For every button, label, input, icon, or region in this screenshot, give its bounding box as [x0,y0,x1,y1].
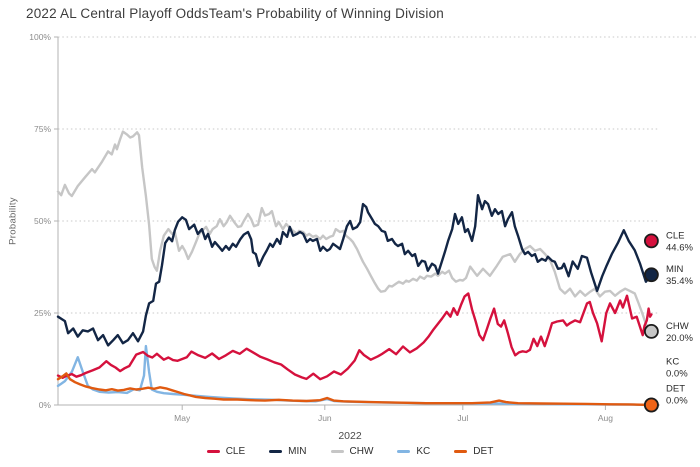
end-label-DET-value: 0.0% [666,396,688,407]
y-tick-label-50%: 50% [34,216,51,226]
series-endpoint-CHW[interactable] [644,323,659,339]
legend-label-MIN: MIN [288,446,307,457]
legend-label-KC: KC [416,446,431,457]
legend-item-CLE[interactable]: CLE [206,446,246,457]
legend-label-DET: DET [473,446,494,457]
legend: CLE MIN CHW KC DET [0,446,700,457]
series-line-CLE[interactable] [56,292,653,381]
series-endpoint-DET[interactable] [644,397,659,413]
y-tick-label-75%: 75% [34,124,51,134]
end-label-MIN-team: MIN [666,264,684,275]
series-endpoint-MIN[interactable] [644,267,659,283]
chart-title-main: 2022 AL Central Playoff Odds [26,6,209,21]
legend-label-CHW: CHW [349,446,374,457]
end-label-KC-value: 0.0% [666,369,688,380]
end-label-DET-team: DET [666,384,685,395]
end-label-CHW-team: CHW [666,321,689,332]
legend-dash-icon-CLE [206,450,220,453]
series-line-CHW[interactable] [56,130,653,333]
x-tick-label-Jun: Jun [318,413,332,423]
y-tick-label-100%: 100% [29,32,51,42]
y-tick-label-0%: 0% [39,400,52,410]
series-line-DET[interactable] [56,372,653,407]
legend-label-CLE: CLE [225,446,246,457]
legend-dash-icon-CHW [330,450,344,453]
x-axis-title: 2022 [338,430,362,442]
legend-dash-icon-MIN [269,450,283,453]
end-label-MIN-value: 35.4% [666,276,693,287]
x-tick-label-May: May [174,413,191,423]
x-tick-label-Aug: Aug [598,413,613,423]
end-label-CHW-value: 20.0% [666,333,693,344]
legend-item-DET[interactable]: DET [454,446,493,457]
legend-item-CHW[interactable]: CHW [330,446,374,457]
series-line-MIN[interactable] [56,193,653,347]
y-tick-label-25%: 25% [34,308,51,318]
chart-title-sub: Team's Probability of Winning Division [208,6,444,21]
legend-item-KC[interactable]: KC [397,446,430,457]
legend-dash-icon-DET [454,450,468,453]
end-label-CLE-value: 44.6% [666,242,693,253]
legend-dash-icon-KC [397,450,411,453]
legend-item-MIN[interactable]: MIN [269,446,307,457]
chart-title: 2022 AL Central Playoff OddsTeam's Proba… [26,6,444,21]
end-label-KC-team: KC [666,357,679,368]
end-label-CLE-team: CLE [666,230,684,241]
x-tick-label-Jul: Jul [457,413,468,423]
series-endpoint-CLE[interactable] [644,233,659,249]
y-axis-title: Probability [7,197,19,245]
